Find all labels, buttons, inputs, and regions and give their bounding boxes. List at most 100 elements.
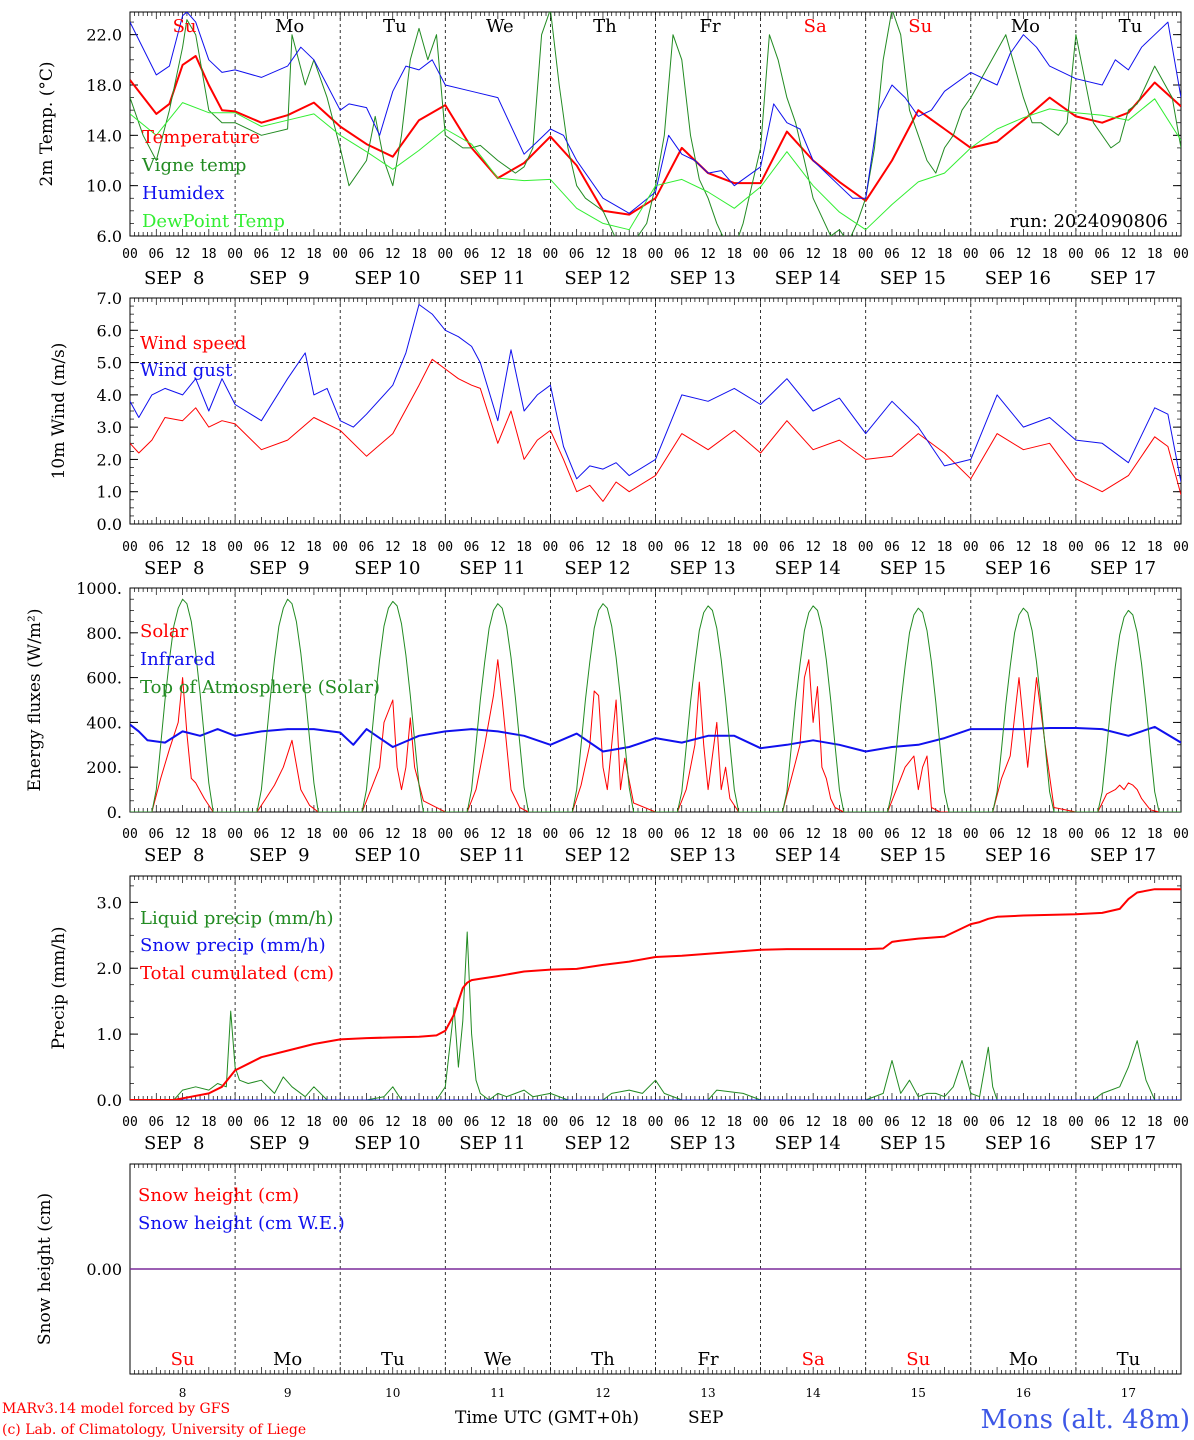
hour-tick-label: 00 xyxy=(963,827,979,842)
date-label: SEP 12 xyxy=(564,845,630,866)
hour-tick-label: 00 xyxy=(753,827,769,842)
hour-tick-label: 00 xyxy=(437,247,453,262)
hour-tick-label: 00 xyxy=(858,247,874,262)
legend-entry: Wind gust xyxy=(140,360,233,381)
hour-tick-label: 06 xyxy=(674,247,690,262)
hour-tick-label: 06 xyxy=(779,1115,795,1130)
y-tick-label: 3.0 xyxy=(97,893,122,912)
legend-entry: DewPoint Temp xyxy=(142,211,285,232)
day-number-label: 10 xyxy=(385,1386,400,1400)
hour-tick-label: 00 xyxy=(1068,1115,1084,1130)
hour-tick-label: 06 xyxy=(569,827,585,842)
hour-tick-label: 12 xyxy=(700,540,716,555)
date-label: SEP 13 xyxy=(670,268,736,289)
hour-tick-label: 00 xyxy=(1173,247,1189,262)
hour-tick-label: 12 xyxy=(700,827,716,842)
hour-tick-label: 06 xyxy=(148,247,164,262)
hour-tick-label: 18 xyxy=(621,540,637,555)
y-tick-label: 14.0 xyxy=(86,126,122,145)
hour-tick-label: 00 xyxy=(122,540,138,555)
series-line-dewpoint-temp xyxy=(130,98,1181,231)
hour-tick-label: 12 xyxy=(1121,1115,1137,1130)
hour-tick-label: 12 xyxy=(490,1115,506,1130)
date-label: SEP 10 xyxy=(354,558,420,579)
y-tick-label: 6.0 xyxy=(97,321,122,340)
legend-entry: Snow height (cm W.E.) xyxy=(138,1213,345,1234)
date-label: SEP 14 xyxy=(775,268,841,289)
date-label: SEP 9 xyxy=(249,845,309,866)
hour-tick-label: 06 xyxy=(464,247,480,262)
hour-tick-label: 06 xyxy=(254,540,270,555)
date-label: SEP 12 xyxy=(564,268,630,289)
hour-tick-label: 06 xyxy=(989,247,1005,262)
hour-tick-label: 12 xyxy=(1016,247,1032,262)
station-name: Mons (alt. 48m) xyxy=(981,1405,1190,1435)
day-number-label: 16 xyxy=(1016,1386,1031,1400)
date-label: SEP 8 xyxy=(144,1133,204,1154)
y-tick-label: 800. xyxy=(86,624,122,643)
legend-entry: Vigne temp xyxy=(141,155,246,176)
day-name-label: Su xyxy=(173,16,197,37)
day-number-label: 14 xyxy=(806,1386,822,1400)
hour-tick-label: 12 xyxy=(1121,827,1137,842)
hour-tick-label: 18 xyxy=(411,827,427,842)
hour-tick-label: 12 xyxy=(490,247,506,262)
date-label: SEP 8 xyxy=(144,558,204,579)
hour-tick-label: 06 xyxy=(569,247,585,262)
hour-tick-label: 00 xyxy=(1068,540,1084,555)
hour-tick-label: 18 xyxy=(937,1115,953,1130)
date-label: SEP 14 xyxy=(775,1133,841,1154)
hour-tick-label: 18 xyxy=(937,247,953,262)
hour-tick-label: 12 xyxy=(280,247,296,262)
series-line-vigne-temp xyxy=(130,12,1181,236)
hour-tick-label: 18 xyxy=(1042,247,1058,262)
hour-tick-label: 06 xyxy=(464,827,480,842)
hour-tick-label: 12 xyxy=(910,540,926,555)
hour-tick-label: 18 xyxy=(201,540,217,555)
hour-tick-label: 00 xyxy=(858,827,874,842)
run-annotation: run: 2024090806 xyxy=(1010,211,1168,232)
hour-tick-label: 06 xyxy=(884,1115,900,1130)
hour-tick-label: 00 xyxy=(753,247,769,262)
hour-tick-label: 00 xyxy=(1173,540,1189,555)
hour-tick-label: 18 xyxy=(411,1115,427,1130)
day-name-label: Fr xyxy=(698,1349,719,1370)
hour-tick-label: 18 xyxy=(411,247,427,262)
hour-tick-label: 18 xyxy=(937,540,953,555)
hour-tick-label: 06 xyxy=(359,540,375,555)
hour-tick-label: 12 xyxy=(175,827,191,842)
series-line-liquid-precip-mm-h xyxy=(130,931,1181,1100)
date-label: SEP 15 xyxy=(880,1133,946,1154)
hour-tick-label: 18 xyxy=(201,247,217,262)
y-tick-label: 4.0 xyxy=(97,386,122,405)
day-number-label: 17 xyxy=(1121,1386,1136,1400)
hour-tick-label: 18 xyxy=(411,540,427,555)
y-axis-label: Precip (mm/h) xyxy=(49,926,69,1049)
legend-entry: Solar xyxy=(140,621,189,642)
hour-tick-label: 18 xyxy=(1147,827,1163,842)
hour-tick-label: 18 xyxy=(516,540,532,555)
hour-tick-label: 06 xyxy=(779,540,795,555)
hour-tick-label: 00 xyxy=(543,247,559,262)
hour-tick-label: 06 xyxy=(884,540,900,555)
series-line-wind-gust xyxy=(130,304,1181,483)
date-label: SEP 17 xyxy=(1090,845,1156,866)
day-number-label: 9 xyxy=(284,1386,292,1400)
hour-tick-label: 12 xyxy=(1121,247,1137,262)
hour-tick-label: 18 xyxy=(1147,540,1163,555)
chart-panel-5: 0.00 Snow height (cm) Snow height (cm) Snow… xyxy=(35,1163,1182,1400)
legend-entry: Wind speed xyxy=(140,333,246,354)
hour-tick-label: 18 xyxy=(726,247,742,262)
hour-tick-label: 00 xyxy=(648,247,664,262)
hour-tick-label: 18 xyxy=(832,540,848,555)
hour-tick-label: 06 xyxy=(359,1115,375,1130)
date-label: SEP 11 xyxy=(459,268,525,289)
hour-tick-label: 06 xyxy=(674,827,690,842)
day-name-label: Sa xyxy=(802,1349,825,1370)
hour-tick-label: 06 xyxy=(989,540,1005,555)
hour-tick-label: 12 xyxy=(280,540,296,555)
y-tick-label: 10.0 xyxy=(86,177,122,196)
hour-tick-label: 18 xyxy=(726,540,742,555)
hour-tick-label: 06 xyxy=(148,827,164,842)
hour-tick-label: 00 xyxy=(963,540,979,555)
